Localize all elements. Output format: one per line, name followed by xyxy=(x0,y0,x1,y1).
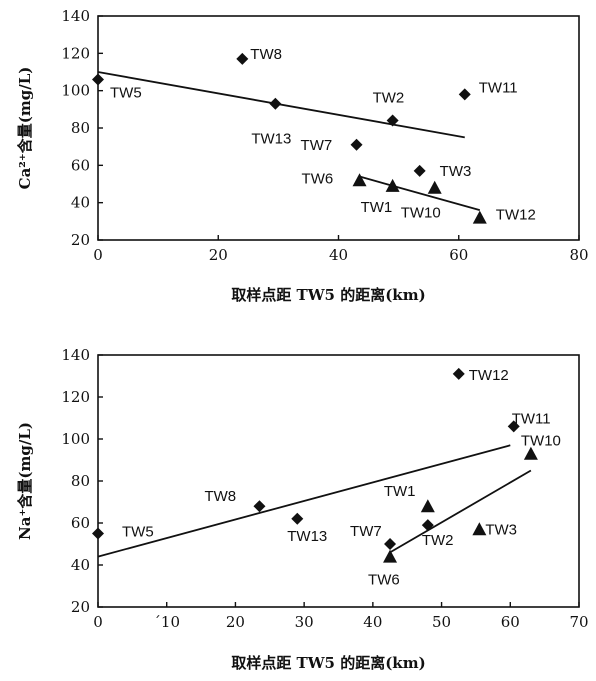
point-label-tw6: TW6 xyxy=(368,572,400,589)
y-tick-label: 100 xyxy=(61,430,90,448)
trendline-diamond xyxy=(97,444,511,558)
point-label-tw1: TW1 xyxy=(361,199,393,216)
point-tw1 xyxy=(385,178,400,192)
point-label-tw13: TW13 xyxy=(251,131,291,148)
trendline-triangle xyxy=(389,469,532,554)
point-label-tw2: TW2 xyxy=(422,532,454,549)
point-label-tw2: TW2 xyxy=(373,90,405,107)
y-tick-label: 40 xyxy=(71,194,90,212)
y-tick-label: 100 xyxy=(61,82,90,100)
x-tick-label: 80 xyxy=(569,246,588,264)
x-tick-label: 60 xyxy=(501,613,520,631)
point-tw11 xyxy=(458,88,471,101)
point-label-tw11: TW11 xyxy=(512,410,551,427)
point-label-tw5: TW5 xyxy=(122,524,154,541)
y-tick-label: 80 xyxy=(71,119,90,137)
point-label-tw13: TW13 xyxy=(287,528,327,545)
x-tick-label: 40 xyxy=(363,613,382,631)
point-label-tw10: TW10 xyxy=(401,205,441,222)
chart-na: 0 ´10 20 30 40 50 60 70 20 40 60 80 100 120 140 取样点距 TW… xyxy=(16,346,589,672)
y-tick-label: 120 xyxy=(61,44,90,62)
x-tick-label: 0 xyxy=(93,613,103,631)
point-label-tw12: TW12 xyxy=(496,207,536,224)
point-label-tw3: TW3 xyxy=(485,521,517,538)
point-tw3 xyxy=(472,522,487,536)
y-tick-label: 80 xyxy=(71,472,90,490)
point-tw10 xyxy=(523,446,538,460)
point-label-tw3: TW3 xyxy=(440,163,472,180)
trendline-triangle xyxy=(359,175,481,212)
point-tw2 xyxy=(386,114,399,127)
point-tw6 xyxy=(383,549,398,563)
x-tick-label: 70 xyxy=(569,613,588,631)
point-tw6 xyxy=(352,173,367,187)
point-tw12 xyxy=(472,210,487,224)
point-label-tw8: TW8 xyxy=(204,488,236,505)
point-label-tw10: TW10 xyxy=(521,433,561,450)
y-tick-label: 120 xyxy=(61,388,90,406)
point-tw8 xyxy=(253,500,266,513)
point-label-tw6: TW6 xyxy=(302,170,334,187)
point-tw12 xyxy=(452,367,465,380)
point-tw8 xyxy=(236,52,249,65)
y-tick-label: 40 xyxy=(71,556,90,574)
trendline-diamond xyxy=(97,71,465,139)
point-tw1 xyxy=(420,499,435,513)
point-tw2 xyxy=(421,519,434,532)
y-tick-label: 20 xyxy=(71,231,90,249)
x-tick-label: 60 xyxy=(449,246,468,264)
x-tick-label: 30 xyxy=(295,613,314,631)
point-tw13 xyxy=(269,97,282,110)
x-axis-title: 取样点距 TW5 的距离(km) xyxy=(231,286,425,304)
point-tw10 xyxy=(427,180,442,194)
y-tick-label: 140 xyxy=(61,346,90,364)
x-tick-label: 20 xyxy=(226,613,245,631)
x-tick-label: ´10 xyxy=(153,613,180,631)
point-tw3 xyxy=(413,164,426,177)
y-tick-label: 60 xyxy=(71,156,90,174)
point-label-tw5: TW5 xyxy=(110,84,142,101)
x-tick-label: 50 xyxy=(432,613,451,631)
point-tw5 xyxy=(92,73,104,86)
point-label-tw7: TW7 xyxy=(301,137,333,154)
point-tw13 xyxy=(291,512,304,525)
y-tick-label: 20 xyxy=(71,598,90,616)
point-tw11 xyxy=(507,420,520,433)
point-label-tw11: TW11 xyxy=(479,79,518,96)
point-label-tw12: TW12 xyxy=(469,367,509,384)
point-label-tw8: TW8 xyxy=(250,46,282,63)
point-label-tw1: TW1 xyxy=(384,483,416,500)
y-tick-label: 140 xyxy=(61,7,90,25)
y-axis-title: Na⁺含量(mg/L) xyxy=(16,422,34,540)
plot-frame xyxy=(97,354,580,608)
point-tw7 xyxy=(350,138,363,151)
y-axis-title: Ca²⁺含量(mg/L) xyxy=(16,67,34,190)
x-tick-label: 20 xyxy=(209,246,228,264)
point-label-tw7: TW7 xyxy=(350,523,382,540)
x-tick-label: 40 xyxy=(329,246,348,264)
x-tick-label: 0 xyxy=(93,246,103,264)
point-tw5 xyxy=(92,527,104,540)
point-tw7 xyxy=(384,538,397,550)
y-tick-label: 60 xyxy=(71,514,90,532)
x-axis-title: 取样点距 TW5 的距离(km) xyxy=(231,654,425,672)
